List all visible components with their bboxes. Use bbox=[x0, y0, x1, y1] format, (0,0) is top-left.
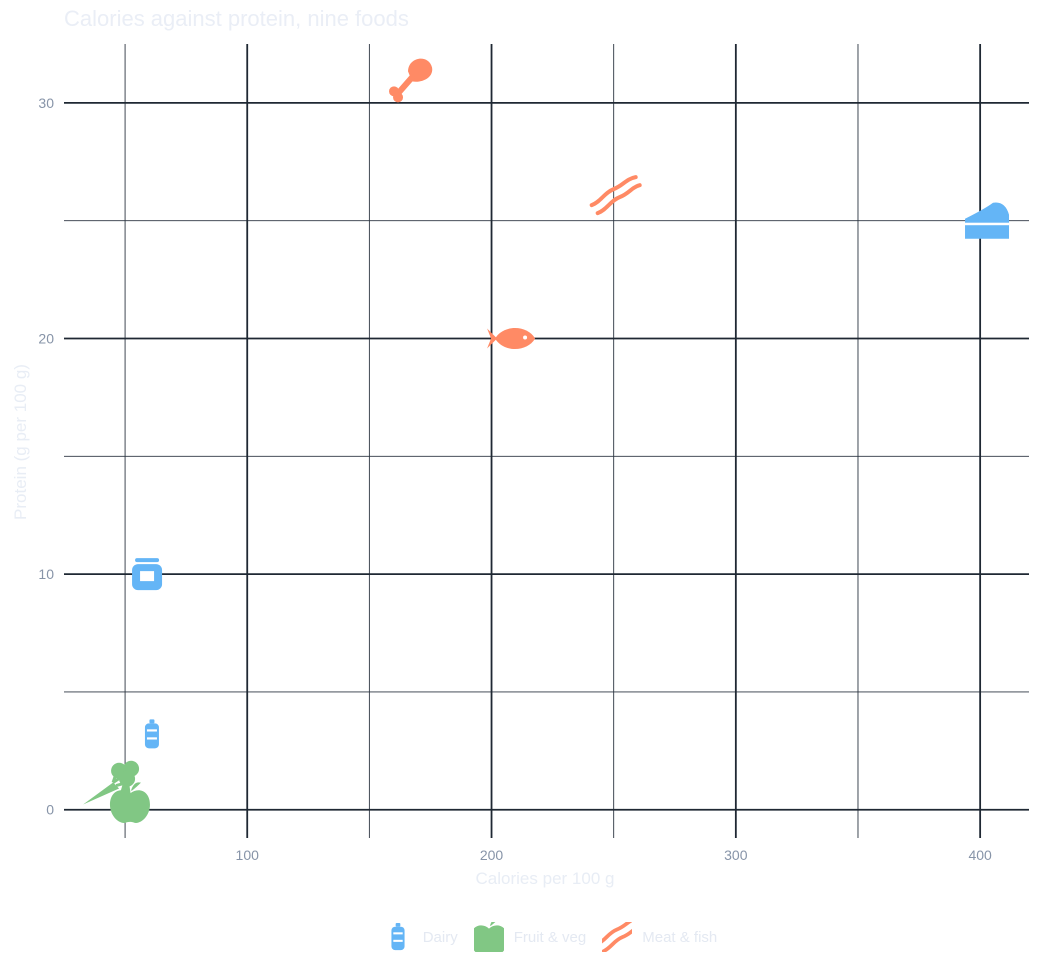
legend-item-fruit-veg: Fruit & veg bbox=[473, 922, 587, 952]
y-tick-label: 20 bbox=[38, 331, 54, 347]
x-tick-label: 400 bbox=[968, 847, 992, 863]
data-points bbox=[83, 58, 1010, 823]
y-axis-title: Protein (g per 100 g) bbox=[11, 364, 30, 520]
cheese-icon bbox=[965, 202, 1010, 239]
x-axis-title: Calories per 100 g bbox=[475, 869, 615, 888]
milk-bottle-icon bbox=[144, 719, 159, 749]
apple-icon bbox=[473, 922, 504, 952]
legend-label: Meat & fish bbox=[642, 928, 718, 946]
broccoli-icon bbox=[111, 760, 140, 797]
bacon-icon bbox=[602, 922, 633, 952]
grid bbox=[64, 44, 1029, 838]
y-tick-label: 10 bbox=[38, 566, 54, 582]
x-tick-label: 200 bbox=[480, 847, 504, 863]
yogurt-jar-icon bbox=[132, 558, 163, 591]
legend-label: Fruit & veg bbox=[513, 928, 587, 946]
tick-labels: 100 200 300 400 0 10 20 30 bbox=[38, 95, 992, 863]
legend: Dairy Fruit & veg Meat & fish bbox=[0, 922, 1040, 952]
legend-label: Dairy bbox=[422, 928, 458, 946]
chart-title: Calories against protein, nine foods bbox=[64, 6, 409, 31]
legend-item-dairy: Dairy bbox=[383, 922, 458, 952]
x-tick-label: 300 bbox=[724, 847, 748, 863]
bacon-icon bbox=[589, 175, 642, 216]
chicken-leg-icon bbox=[389, 58, 433, 103]
fish-icon bbox=[487, 328, 536, 350]
legend-item-meat-fish: Meat & fish bbox=[602, 922, 717, 952]
y-tick-label: 30 bbox=[38, 95, 54, 111]
x-tick-label: 100 bbox=[236, 847, 260, 863]
apple-icon bbox=[109, 782, 150, 823]
y-tick-label: 0 bbox=[46, 802, 54, 818]
milk-bottle-icon bbox=[391, 922, 405, 951]
